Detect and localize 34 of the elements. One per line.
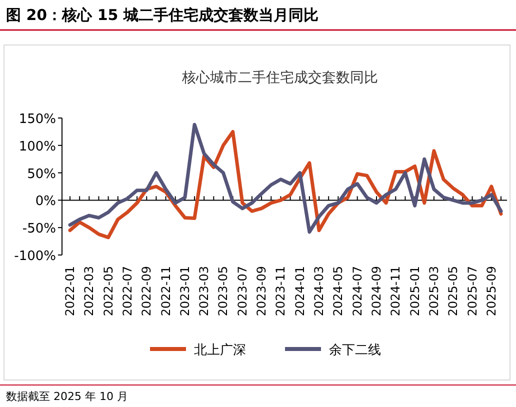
x-tick-label: 2023-01: [178, 266, 192, 316]
x-tick-label: 2024-03: [312, 266, 326, 316]
y-tick-label: 50%: [27, 166, 56, 182]
y-tick-label: 150%: [18, 112, 56, 127]
x-tick-label: 2022-05: [101, 266, 116, 316]
chart-title: 核心城市二手住宅成交套数同比: [181, 70, 378, 86]
x-tick-label: 2024-07: [350, 266, 364, 316]
x-tick-label: 2024-01: [292, 266, 307, 316]
x-tick-label: 2022-07: [120, 266, 134, 316]
x-tick-label: 2025-05: [446, 266, 460, 316]
x-tick-label: 2025-07: [465, 266, 480, 316]
x-tick-label: 2024-09: [369, 266, 384, 316]
x-tick-label: 2024-05: [331, 266, 346, 316]
x-tick-label: 2023-03: [197, 266, 212, 316]
y-tick-label: 0%: [35, 194, 56, 210]
legend-label: 北上广深: [194, 343, 246, 358]
x-tick-label: 2023-05: [216, 266, 230, 316]
x-tick-label: 2025-01: [408, 266, 422, 316]
x-tick-label: 2022-01: [63, 266, 77, 316]
x-tick-label: 2022-11: [158, 266, 173, 316]
y-tick-label: 100%: [18, 139, 56, 154]
legend-label: 余下二线: [329, 343, 381, 358]
x-tick-label: 2023-11: [274, 266, 288, 316]
x-tick-label: 2025-03: [426, 266, 441, 316]
y-tick-label: -100%: [14, 249, 56, 264]
caption: 图 20：核心 15 城二手住宅成交套数当月同比: [6, 6, 318, 24]
text: 数据截至 2025 年 10 月: [6, 390, 128, 403]
x-tick-label: 2025-09: [484, 266, 498, 316]
y-tick-label: -50%: [22, 222, 56, 237]
x-tick-label: 2022-03: [82, 266, 96, 316]
x-tick-label: 2024-11: [388, 266, 403, 316]
x-tick-label: 2023-09: [254, 266, 269, 316]
x-tick-label: 2022-09: [140, 266, 154, 316]
x-tick-label: 2023-07: [235, 266, 250, 316]
